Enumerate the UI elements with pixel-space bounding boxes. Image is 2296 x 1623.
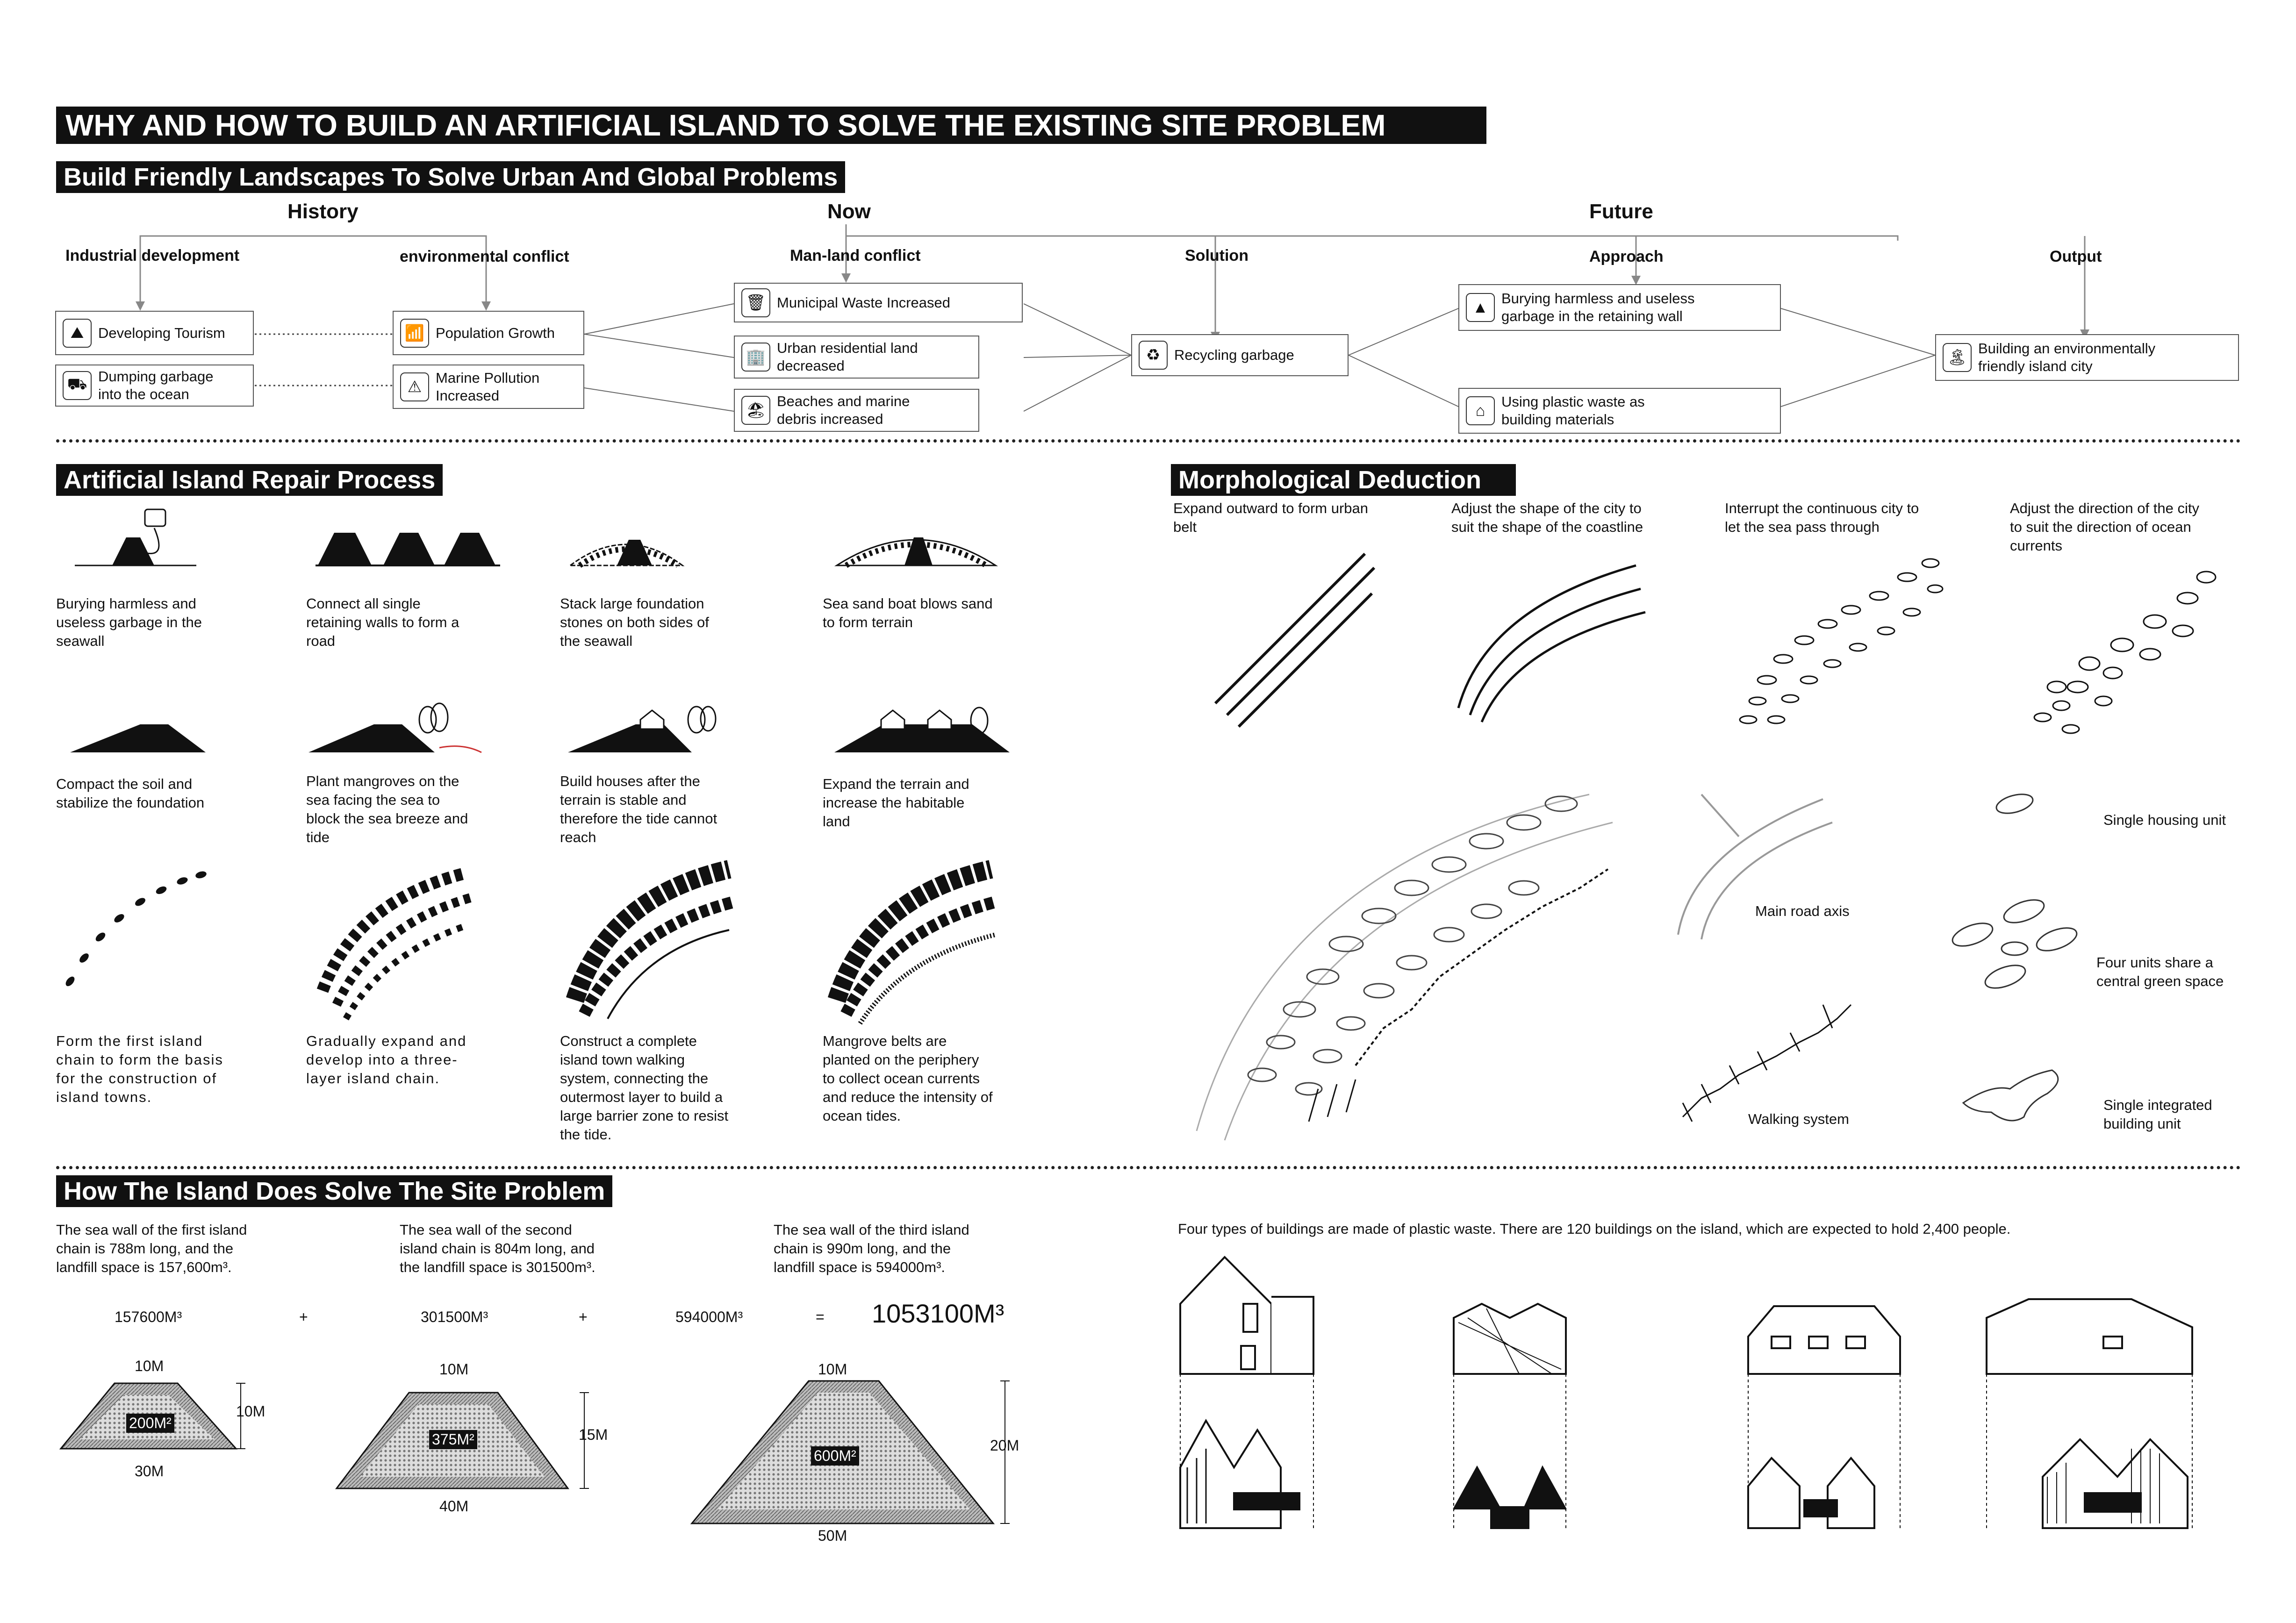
building-type-3 — [1748, 1306, 1900, 1528]
building-type-1 — [1180, 1257, 1313, 1528]
building-type-2 — [1454, 1304, 1566, 1528]
building-type-4 — [1987, 1299, 2192, 1528]
